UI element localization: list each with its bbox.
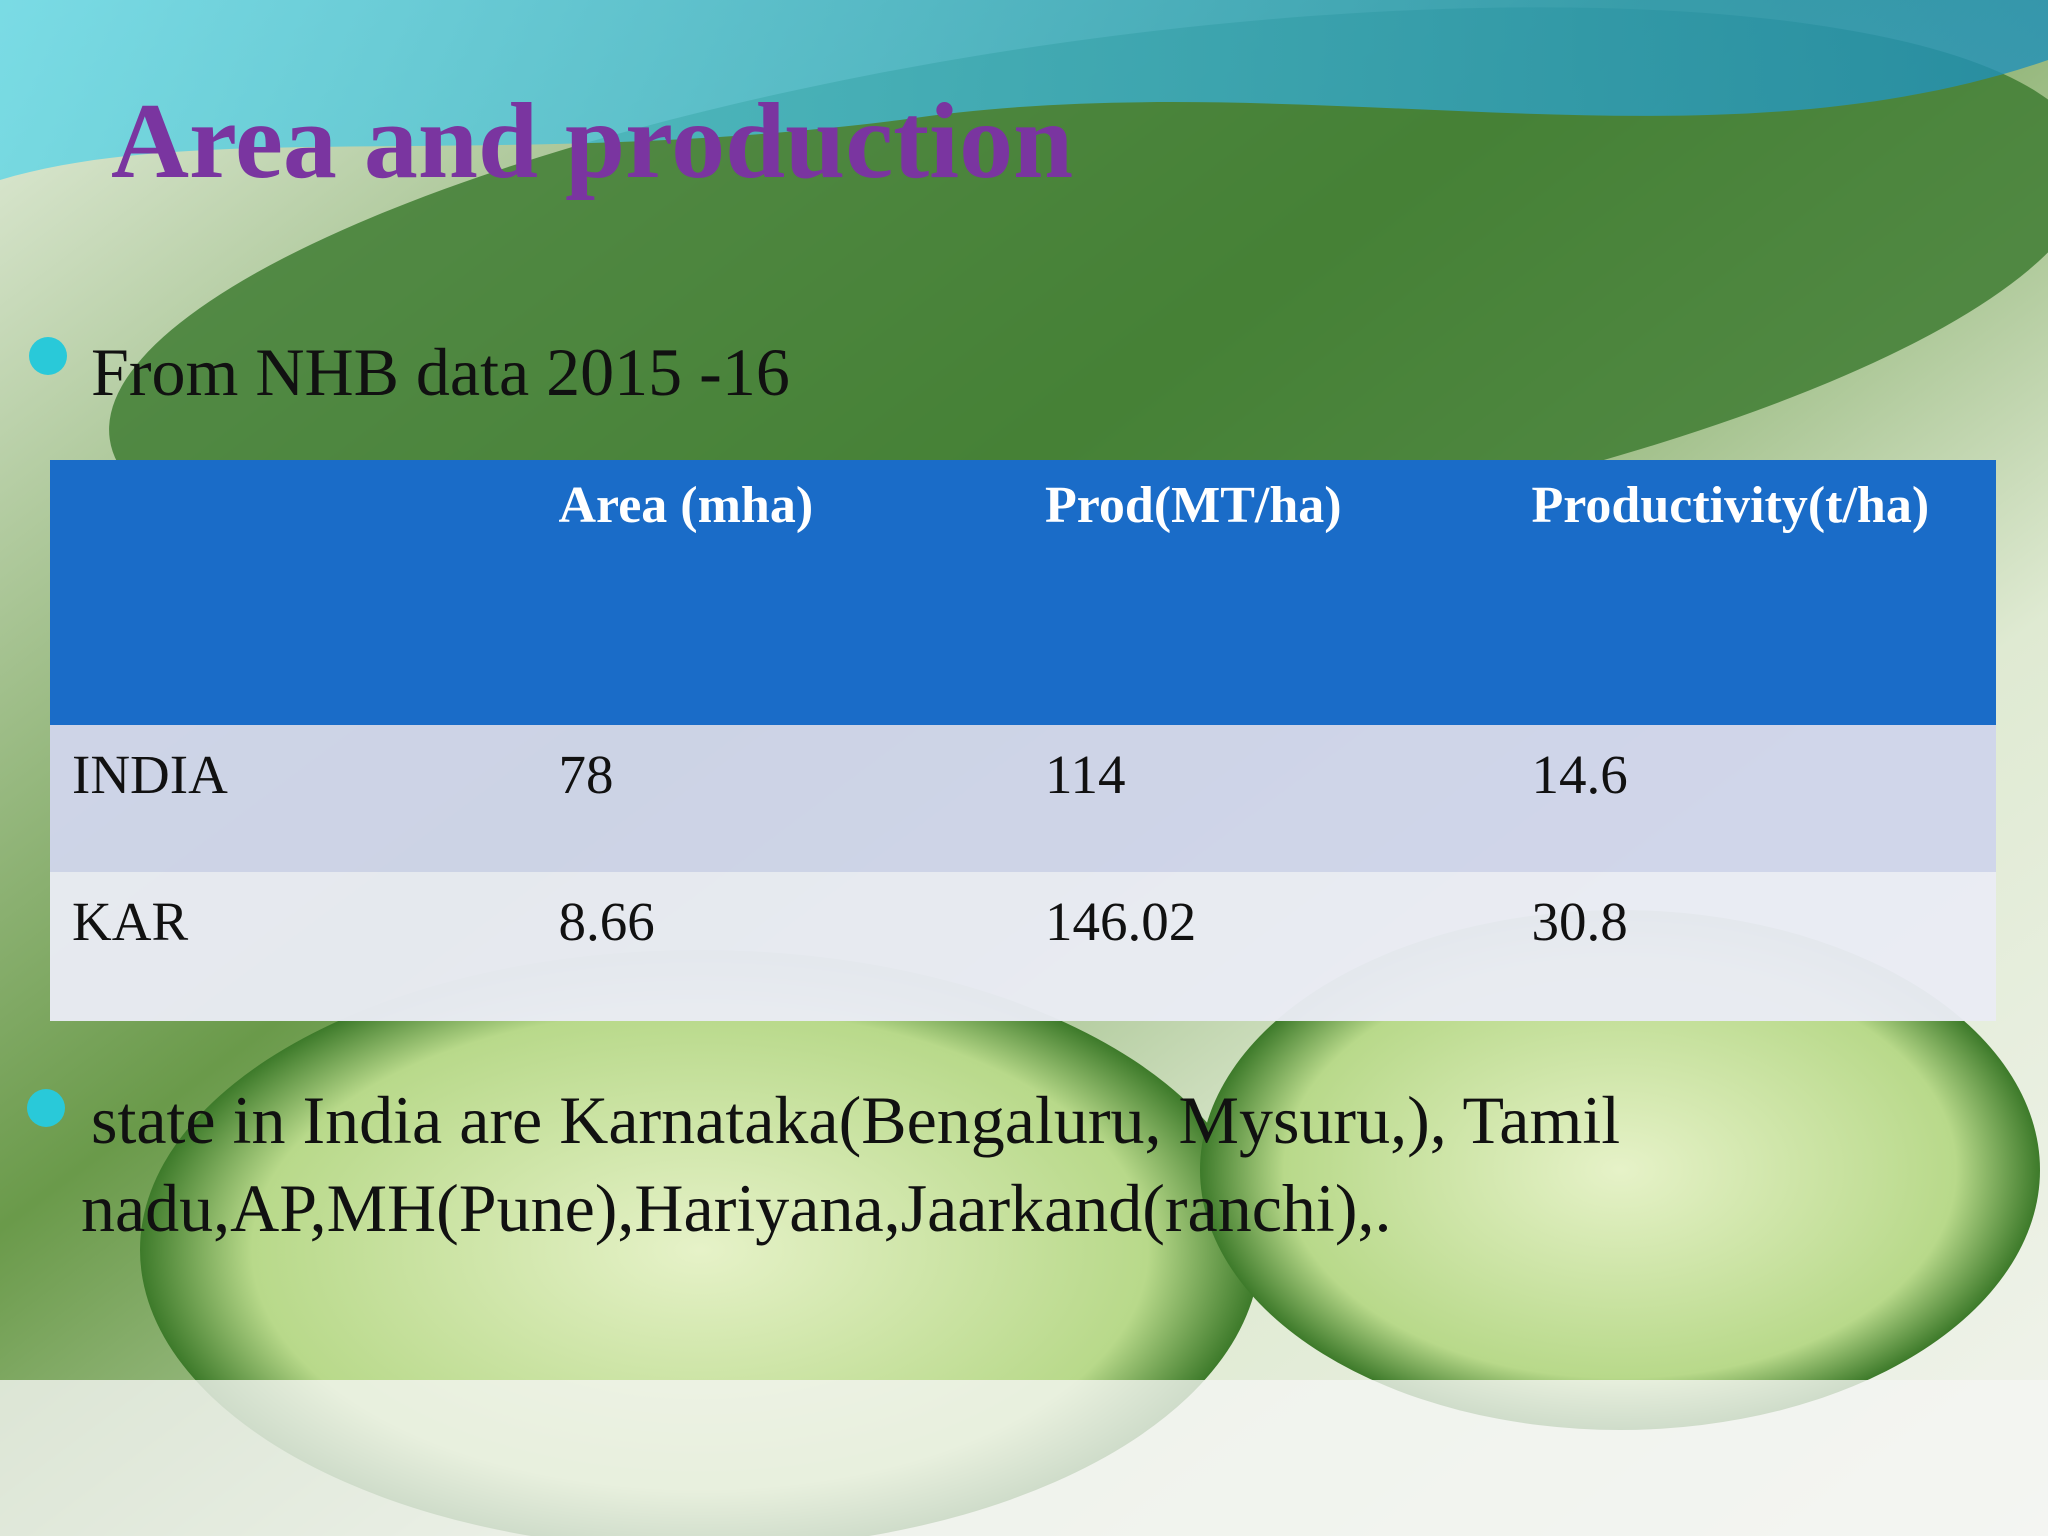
data-table: Area (mha) Prod(MT/ha) Productivity(t/ha…	[50, 460, 1996, 1021]
cell: INDIA	[50, 725, 537, 872]
slide-title: Area and production	[111, 82, 1074, 201]
header-row: Area (mha) Prod(MT/ha) Productivity(t/ha…	[50, 460, 1996, 725]
cell: KAR	[50, 872, 537, 1021]
bullet-dot	[29, 337, 67, 375]
cell: 114	[1023, 725, 1510, 872]
header-cell: Prod(MT/ha)	[1023, 460, 1510, 725]
cell: 14.6	[1509, 725, 1996, 872]
bullet-text: state in India are Karnataka(Bengaluru, …	[81, 1082, 1621, 1246]
header-cell	[50, 460, 537, 725]
table-row: INDIA 78 114 14.6	[50, 725, 1996, 872]
header-cell: Productivity(t/ha)	[1509, 460, 1996, 725]
header-cell: Area (mha)	[536, 460, 1023, 725]
cell: 8.66	[536, 872, 1023, 1021]
cell: 78	[536, 725, 1023, 872]
cell: 146.02	[1023, 872, 1510, 1021]
cell: 30.8	[1509, 872, 1996, 1021]
table-row: KAR 8.66 146.02 30.8	[50, 872, 1996, 1021]
bullet-text: From NHB data 2015 -16	[91, 334, 790, 410]
bullet-dot	[27, 1089, 65, 1127]
